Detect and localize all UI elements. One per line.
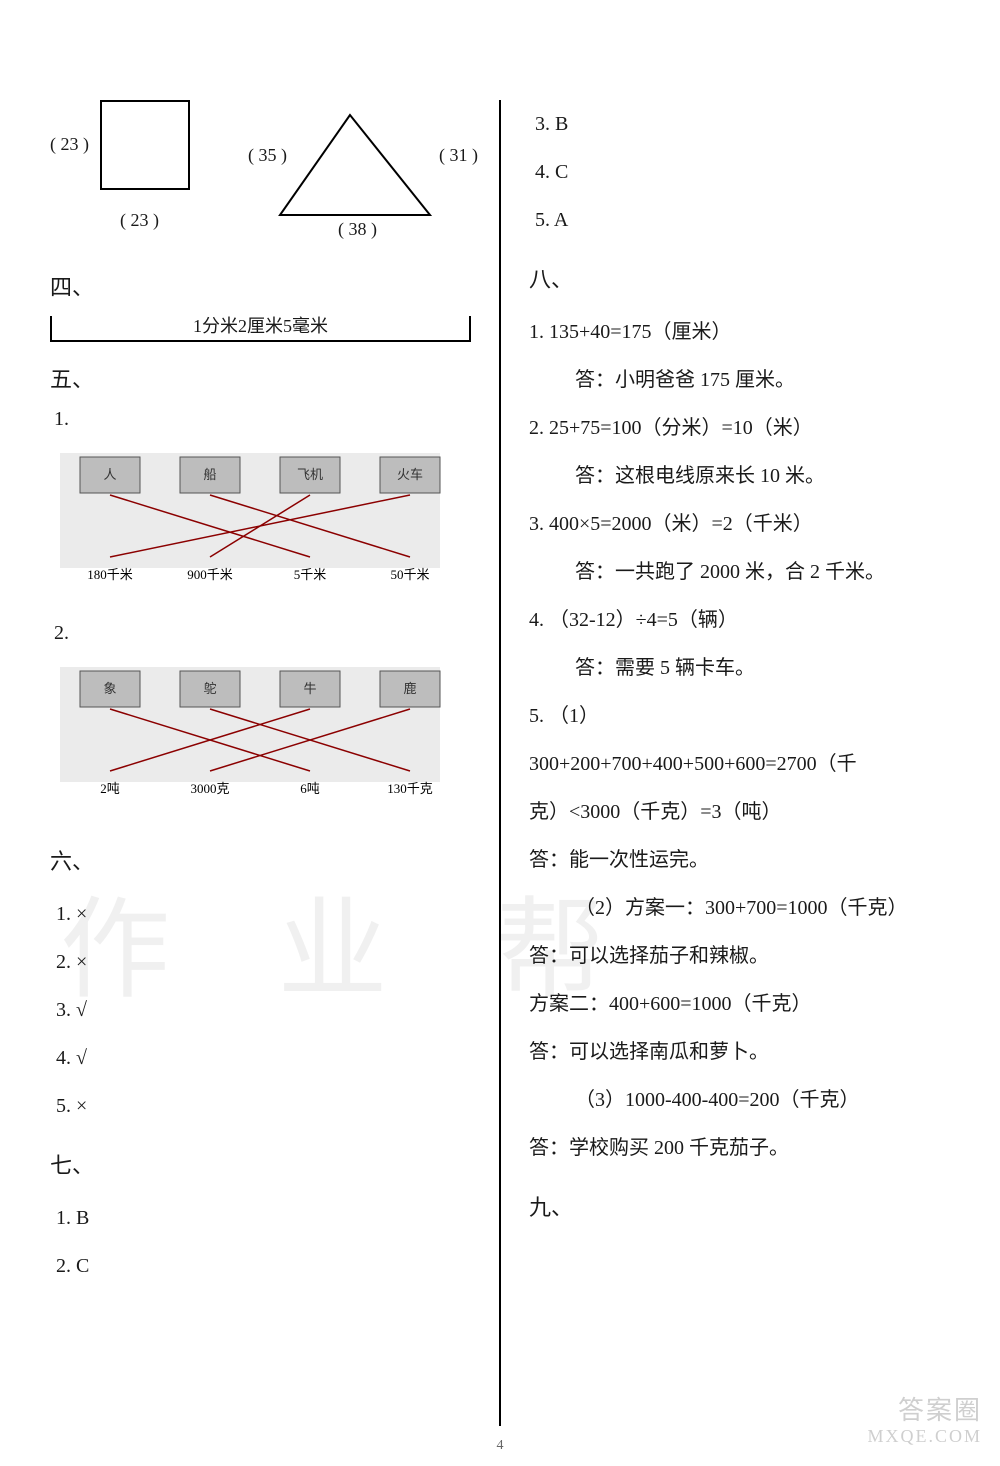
svg-text:船: 船 <box>203 467 216 482</box>
left-column: ( 23 ) ( 23 ) ( 35 ) ( 31 ) ( 38 ) 四、 1分… <box>50 100 471 1426</box>
six-item-1: 1. × <box>56 890 471 938</box>
eight-5-2-calc: （2）方案一：300+700=1000（千克） <box>529 884 950 932</box>
eight-3-calc: 3. 400×5=2000（米）=2（千米） <box>529 500 950 548</box>
square-group: ( 23 ) ( 23 ) <box>50 100 220 240</box>
ruler-text: 1分米2厘米5毫米 <box>189 312 332 338</box>
eight-4-ans: 答：需要 5 辆卡车。 <box>529 644 950 692</box>
six-item-3: 3. √ <box>56 986 471 1034</box>
eight-1-calc: 1. 135+40=175（厘米） <box>529 308 950 356</box>
eight-5-1-calc: 300+200+700+400+500+600=2700（千 <box>529 740 950 788</box>
section-five-heading: 五、 <box>50 362 471 394</box>
six-item-5: 5. × <box>56 1082 471 1130</box>
square-shape <box>100 100 190 190</box>
svg-text:火车: 火车 <box>397 467 423 482</box>
seven-item-3: 3. B <box>535 100 950 148</box>
triangle-svg <box>260 105 460 235</box>
column-divider <box>499 100 501 1426</box>
svg-text:6吨: 6吨 <box>300 781 320 796</box>
svg-text:50千米: 50千米 <box>390 567 429 582</box>
matching-diagram-1: 人 船 飞机 火车 180千米 900千米 5千米 50千米 <box>50 443 450 593</box>
svg-text:3000克: 3000克 <box>190 781 229 796</box>
eight-5-2b-ans: 答：可以选择南瓜和萝卜。 <box>529 1028 950 1076</box>
shapes-row: ( 23 ) ( 23 ) ( 35 ) ( 31 ) ( 38 ) <box>50 100 471 240</box>
eight-1-ans: 答：小明爸爸 175 厘米。 <box>529 356 950 404</box>
six-item-2: 2. × <box>56 938 471 986</box>
eight-2-calc: 2. 25+75=100（分米）=10（米） <box>529 404 950 452</box>
eight-5-2-ans: 答：可以选择茄子和辣椒。 <box>529 932 950 980</box>
eight-3-ans: 答：一共跑了 2000 米，合 2 千米。 <box>529 548 950 596</box>
seven-item-5: 5. A <box>535 196 950 244</box>
five-sub-2: 2. <box>54 622 471 645</box>
svg-text:牛: 牛 <box>303 681 316 696</box>
seven-item-4: 4. C <box>535 148 950 196</box>
square-bottom-label: ( 23 ) <box>120 210 159 231</box>
section-six-heading: 六、 <box>50 844 471 876</box>
ruler-diagram: 1分米2厘米5毫米 <box>50 316 471 342</box>
eight-2-ans: 答：这根电线原来长 10 米。 <box>529 452 950 500</box>
triangle-group: ( 35 ) ( 31 ) ( 38 ) <box>260 105 460 235</box>
square-left-label: ( 23 ) <box>50 134 89 155</box>
svg-text:象: 象 <box>103 681 116 696</box>
svg-text:人: 人 <box>103 467 116 482</box>
eight-5-3-ans: 答：学校购买 200 千克茄子。 <box>529 1124 950 1172</box>
section-four-heading: 四、 <box>50 270 471 302</box>
six-item-4: 4. √ <box>56 1034 471 1082</box>
matching-diagram-2: 象 鸵 牛 鹿 2吨 3000克 6吨 130千克 <box>50 657 450 807</box>
watermark-bottom-right: 答案圈 MXQE.COM <box>867 1395 982 1448</box>
section-nine-heading: 九、 <box>529 1190 950 1222</box>
right-column: 3. B 4. C 5. A 八、 1. 135+40=175（厘米） 答：小明… <box>529 100 950 1426</box>
svg-text:900千米: 900千米 <box>187 567 233 582</box>
page-number: 4 <box>497 1438 504 1454</box>
svg-text:鹿: 鹿 <box>403 681 416 696</box>
section-seven-heading: 七、 <box>50 1148 471 1180</box>
svg-text:5千米: 5千米 <box>294 567 327 582</box>
section-eight-heading: 八、 <box>529 262 950 294</box>
eight-5-2b-calc: 方案二：400+600=1000（千克） <box>529 980 950 1028</box>
eight-5-3-calc: （3）1000-400-400=200（千克） <box>529 1076 950 1124</box>
svg-text:2吨: 2吨 <box>100 781 120 796</box>
eight-4-calc: 4. （32-12）÷4=5（辆） <box>529 596 950 644</box>
seven-item-1: 1. B <box>56 1194 471 1242</box>
svg-text:飞机: 飞机 <box>297 467 323 482</box>
eight-5-head: 5. （1） <box>529 692 950 740</box>
eight-5-1-ans: 答：能一次性运完。 <box>529 836 950 884</box>
svg-text:130千克: 130千克 <box>387 781 433 796</box>
eight-5-1-cont: 克）<3000（千克）=3（吨） <box>529 788 950 836</box>
svg-text:鸵: 鸵 <box>203 681 216 696</box>
seven-item-2: 2. C <box>56 1242 471 1290</box>
watermark-line1: 答案圈 <box>867 1395 982 1426</box>
triangle-left-label: ( 35 ) <box>248 145 287 166</box>
watermark-line2: MXQE.COM <box>867 1426 982 1448</box>
five-sub-1: 1. <box>54 408 471 431</box>
triangle-bottom-label: ( 38 ) <box>338 219 377 240</box>
triangle-right-label: ( 31 ) <box>439 145 478 166</box>
svg-text:180千米: 180千米 <box>87 567 133 582</box>
